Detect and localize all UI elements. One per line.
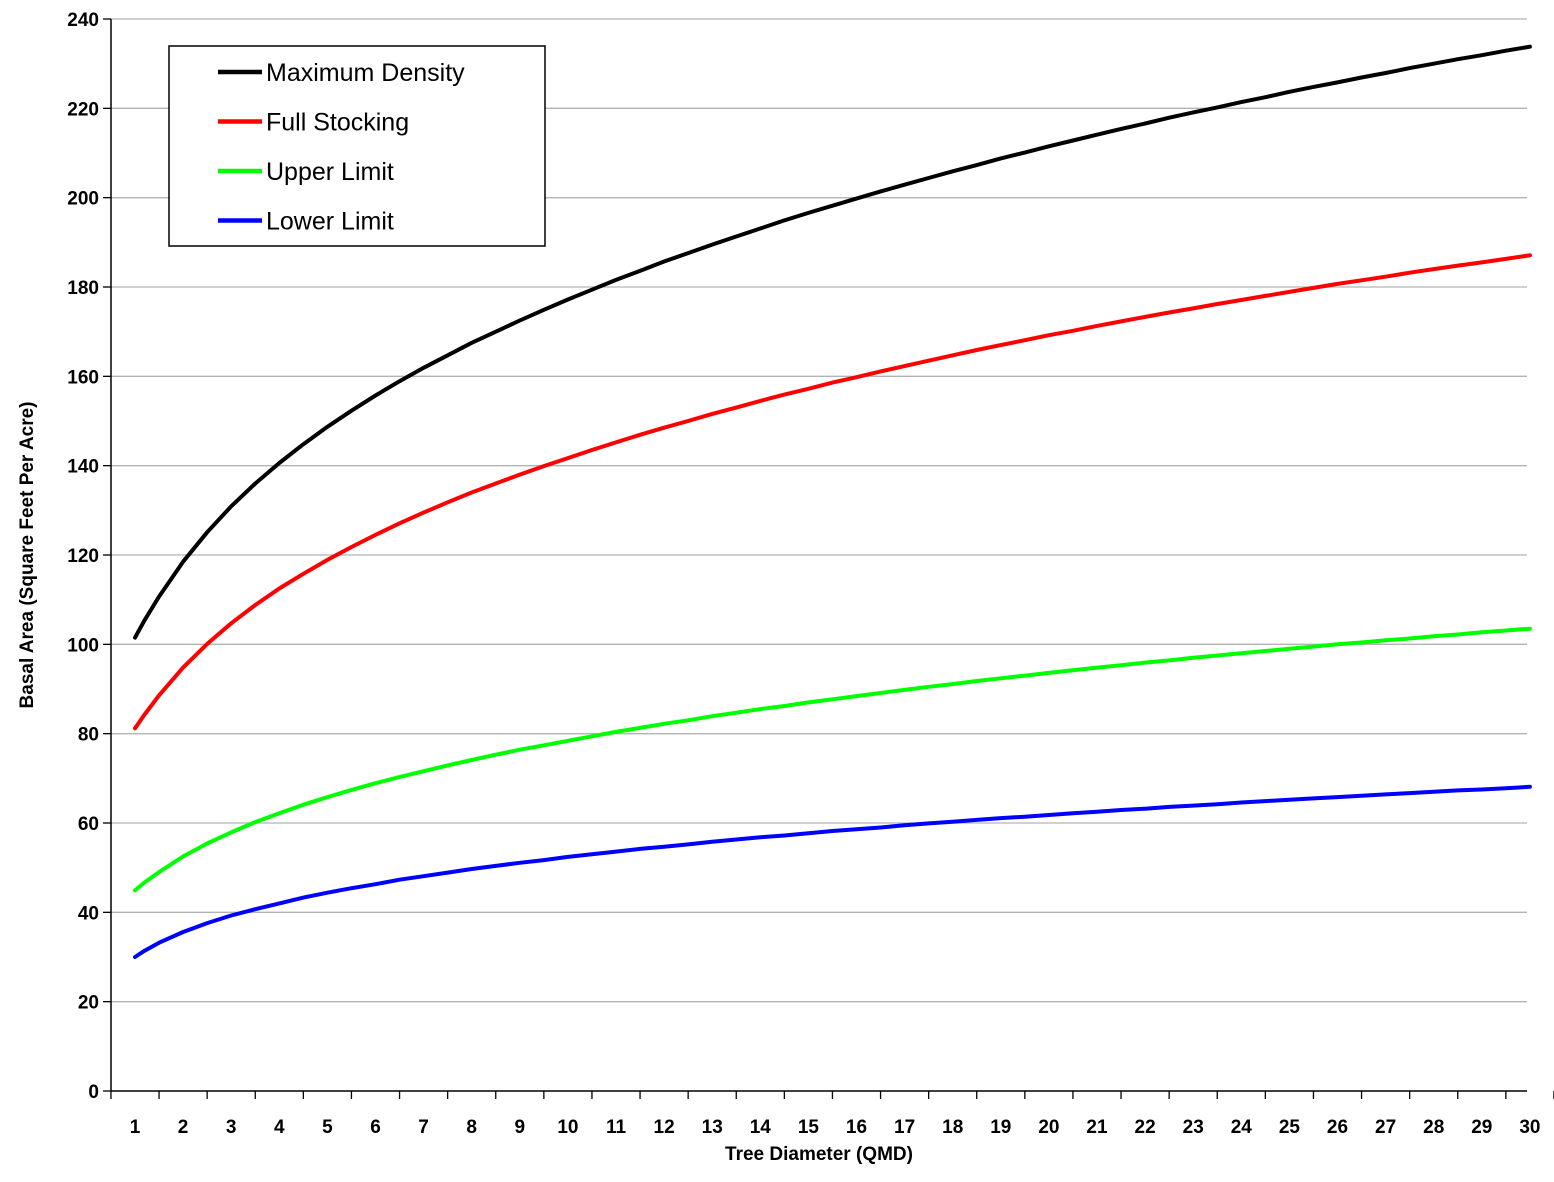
legend-lower-limit-label: Lower Limit <box>266 208 394 236</box>
x-tick-label: 9 <box>515 1117 526 1138</box>
x-tick-label: 11 <box>606 1117 627 1138</box>
x-tick-label: 12 <box>654 1117 675 1138</box>
x-tick-label: 3 <box>226 1117 237 1138</box>
legend-full-stocking-label: Full Stocking <box>266 109 409 137</box>
x-tick-label: 18 <box>942 1117 963 1138</box>
x-tick-label: 8 <box>466 1117 477 1138</box>
y-tick-label: 0 <box>88 1082 99 1103</box>
series-line-upper-limit <box>133 626 1532 893</box>
x-tick-label: 22 <box>1135 1117 1156 1138</box>
x-tick-label: 4 <box>274 1117 285 1138</box>
x-tick-label: 13 <box>702 1117 723 1138</box>
x-tick-label: 17 <box>894 1117 915 1138</box>
y-axis-title: Basal Area (Square Feet Per Acre) <box>17 402 38 709</box>
x-tick-label: 6 <box>370 1117 381 1138</box>
y-tick-label: 120 <box>67 546 99 567</box>
x-tick-label: 25 <box>1279 1117 1301 1138</box>
y-tick-label: 160 <box>67 367 99 388</box>
y-tick-label: 40 <box>78 903 99 924</box>
x-tick-label: 10 <box>557 1117 578 1138</box>
y-tick-label: 60 <box>78 814 99 835</box>
x-axis-title: Tree Diameter (QMD) <box>725 1144 913 1165</box>
x-tick-label: 28 <box>1423 1117 1444 1138</box>
legend-maximum-density-label: Maximum Density <box>266 59 465 87</box>
x-tick-label: 5 <box>322 1117 333 1138</box>
x-tick-label: 20 <box>1038 1117 1059 1138</box>
x-tick-label: 16 <box>846 1117 867 1138</box>
x-tick-label: 7 <box>418 1117 429 1138</box>
x-tick-label: 23 <box>1183 1117 1204 1138</box>
x-tick-label: 29 <box>1471 1117 1492 1138</box>
y-ticks: 0 20 40 60 80 100 120 140 160 180 200 220 240 <box>67 10 111 1103</box>
x-tick-label: 24 <box>1231 1117 1253 1138</box>
series-line-lower-limit <box>133 784 1532 959</box>
x-tick-label: 1 <box>130 1117 141 1138</box>
y-tick-label: 20 <box>78 993 99 1014</box>
y-tick-label: 80 <box>78 725 99 746</box>
legend-upper-limit-label: Upper Limit <box>266 158 394 186</box>
x-tick-label: 26 <box>1327 1117 1348 1138</box>
x-tick-label: 15 <box>798 1117 820 1138</box>
series-line-maximum-density <box>133 44 1532 640</box>
x-tick-label: 21 <box>1086 1117 1108 1138</box>
legend: Maximum Density Full Stocking Upper Limit L… <box>168 45 546 247</box>
y-tick-label: 200 <box>67 189 99 210</box>
x-tick-label: 27 <box>1375 1117 1396 1138</box>
legend-box <box>168 45 546 247</box>
y-tick-label: 180 <box>67 278 99 299</box>
y-tick-label: 220 <box>67 99 99 120</box>
x-tick-label: 14 <box>750 1117 772 1138</box>
y-tick-label: 100 <box>67 635 99 656</box>
x-tick-label: 30 <box>1519 1117 1540 1138</box>
x-ticks: 1 2 3 4 5 6 7 8 9 10 11 12 13 14 15 16 17 18 19 20 21 22 23 24 2… <box>110 1091 1554 1138</box>
x-tick-label: 2 <box>178 1117 189 1138</box>
x-tick-label: 19 <box>990 1117 1011 1138</box>
series-line-full-stocking <box>133 253 1532 731</box>
series-lines <box>133 44 1532 959</box>
y-tick-label: 240 <box>67 10 99 31</box>
y-tick-label: 140 <box>67 457 99 478</box>
